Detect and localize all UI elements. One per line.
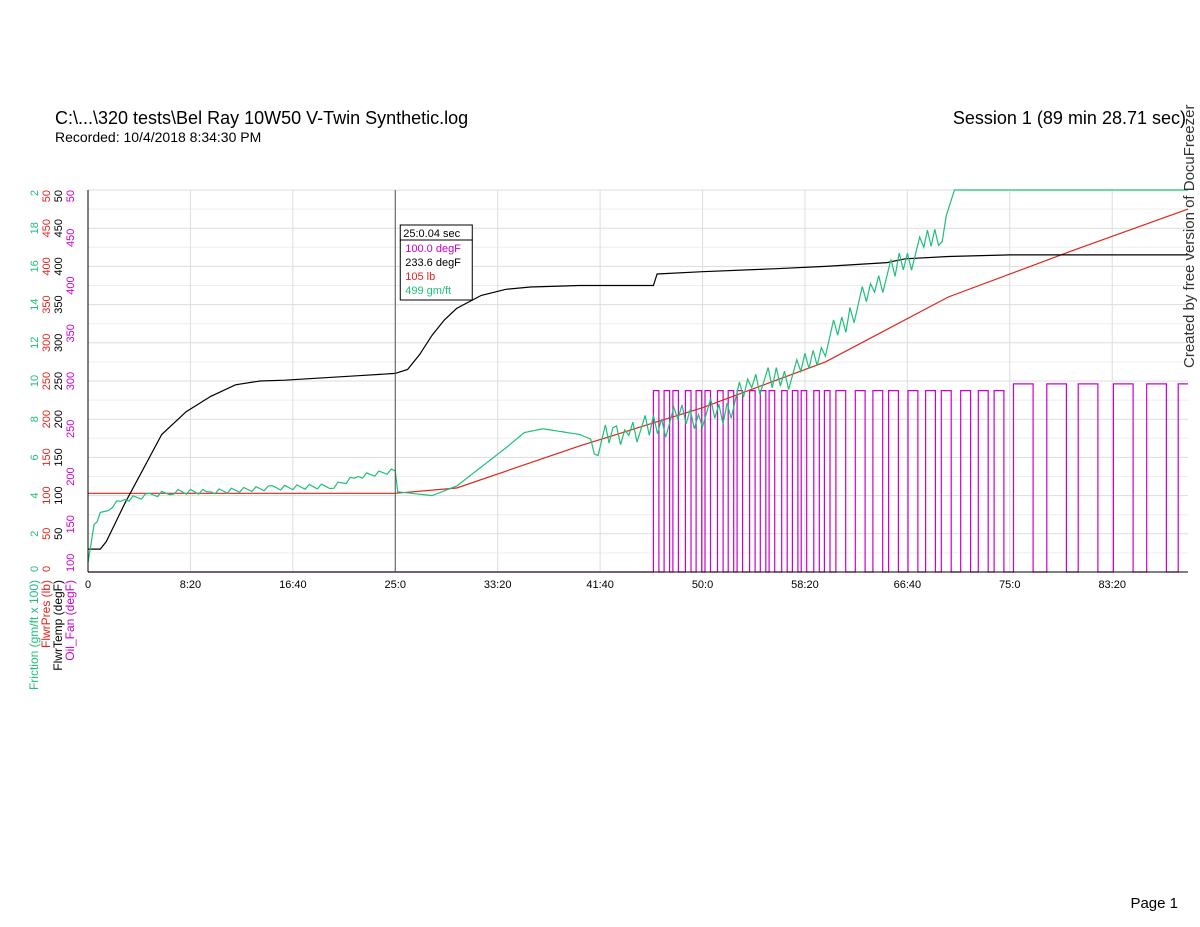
x-tick-label: 33:20 xyxy=(484,579,512,591)
temp-tick-label: 350 xyxy=(53,295,65,313)
temp-tick-label: 50 xyxy=(53,190,65,202)
temp-tick-label: 100 xyxy=(53,486,65,504)
x-tick-label: 75:0 xyxy=(999,579,1020,591)
pressure-tick-label: 450 xyxy=(41,219,53,237)
fan-tick-label: 400 xyxy=(65,276,77,294)
x-tick-label: 41:40 xyxy=(586,579,614,591)
cursor-readout-friction: 499 gm/ft xyxy=(405,285,451,297)
friction-tick-label: 14 xyxy=(29,298,41,310)
x-tick-label: 8:20 xyxy=(180,579,201,591)
fan-series-line xyxy=(88,383,1188,573)
fan-tick-label: 200 xyxy=(65,467,77,485)
cursor-readout-box xyxy=(399,239,473,301)
friction-tick-label: 4 xyxy=(29,493,41,499)
plot-area xyxy=(87,189,1189,573)
temp-tick-label: 250 xyxy=(53,372,65,390)
fan-tick-label: 350 xyxy=(65,324,77,342)
fan-tick-label: 450 xyxy=(65,229,77,247)
friction-tick-label: 2 xyxy=(29,190,41,196)
chart-axes: 0 8:20 16:40 25:0 33:20 41:40 50:0 58:20 66:40 75… xyxy=(27,190,1188,690)
x-tick-label: 16:40 xyxy=(279,579,307,591)
friction-series-line xyxy=(87,189,1188,563)
friction-tick-label: 6 xyxy=(29,454,41,460)
pressure-axis-title: FlwrPres (lb) xyxy=(39,580,53,648)
pressure-tick-label: 150 xyxy=(41,448,53,466)
pressure-tick-label: 350 xyxy=(41,295,53,313)
pressure-series-line xyxy=(88,208,1189,494)
friction-tick-label: 2 xyxy=(29,531,41,537)
session-duration: Session 1 (89 min 28.71 sec) xyxy=(952,108,1186,128)
friction-tick-label: 16 xyxy=(29,260,41,272)
pressure-tick-label: 300 xyxy=(41,334,53,352)
page-number: Page 1 xyxy=(1130,895,1178,912)
watermark: Created by free version of DocuFreezer xyxy=(1181,104,1198,368)
friction-tick-label: 12 xyxy=(29,337,41,349)
friction-tick-label: 8 xyxy=(29,416,41,422)
temp-tick-label: 50 xyxy=(53,528,65,540)
fan-tick-label: 300 xyxy=(65,372,77,390)
x-tick-label: 50:0 xyxy=(692,579,713,591)
fan-tick-label: 150 xyxy=(65,515,77,533)
pressure-tick-label: 200 xyxy=(41,410,53,428)
temp-tick-label: 150 xyxy=(53,448,65,466)
x-tick-label: 0 xyxy=(85,579,91,591)
friction-tick-label: 10 xyxy=(29,375,41,387)
pressure-tick-label: 400 xyxy=(41,257,53,275)
friction-tick-label: 18 xyxy=(29,222,41,234)
x-tick-label: 66:40 xyxy=(894,579,922,591)
recorded-timestamp: Recorded: 10/4/2018 8:34:30 PM xyxy=(55,129,262,145)
x-tick-label: 83:20 xyxy=(1098,579,1126,591)
friction-tick-label: 0 xyxy=(29,566,41,572)
friction-axis-title: Friction (gm/ft x 100) xyxy=(27,580,41,690)
fan-tick-label: 50 xyxy=(65,190,77,202)
temp-axis-title: FlwrTemp (degF) xyxy=(51,580,65,671)
pressure-tick-label: 50 xyxy=(41,528,53,540)
x-tick-label: 25:0 xyxy=(385,579,406,591)
temp-tick-label: 200 xyxy=(53,410,65,428)
temp-series-line xyxy=(88,254,1188,550)
x-tick-label: 58:20 xyxy=(791,579,819,591)
temp-tick-label: 450 xyxy=(53,219,65,237)
pressure-tick-label: 100 xyxy=(41,486,53,504)
cursor-readout-fan: 100.0 degF xyxy=(405,243,461,255)
chart-grid xyxy=(87,189,1188,573)
pressure-tick-label: 250 xyxy=(41,372,53,390)
temp-tick-label: 300 xyxy=(53,334,65,352)
cursor-readout-temp: 233.6 degF xyxy=(405,257,461,269)
fan-tick-label: 250 xyxy=(65,420,77,438)
cursor-readout-pressure: 105 lb xyxy=(405,271,435,283)
temp-tick-label: 400 xyxy=(53,257,65,275)
cursor-time-label: 25:0.04 sec xyxy=(403,228,460,240)
chart-cursor: 25:0.04 sec 100.0 degF 233.6 degF 105 lb 499… xyxy=(394,190,473,572)
log-file-title: C:\...\320 tests\Bel Ray 10W50 V-Twin Sy… xyxy=(55,108,469,128)
fan-axis-title: Oil_Fan (degF) xyxy=(63,580,77,661)
pressure-tick-label: 0 xyxy=(41,566,53,572)
fan-tick-label: 100 xyxy=(65,554,77,572)
pressure-tick-label: 50 xyxy=(41,190,53,202)
